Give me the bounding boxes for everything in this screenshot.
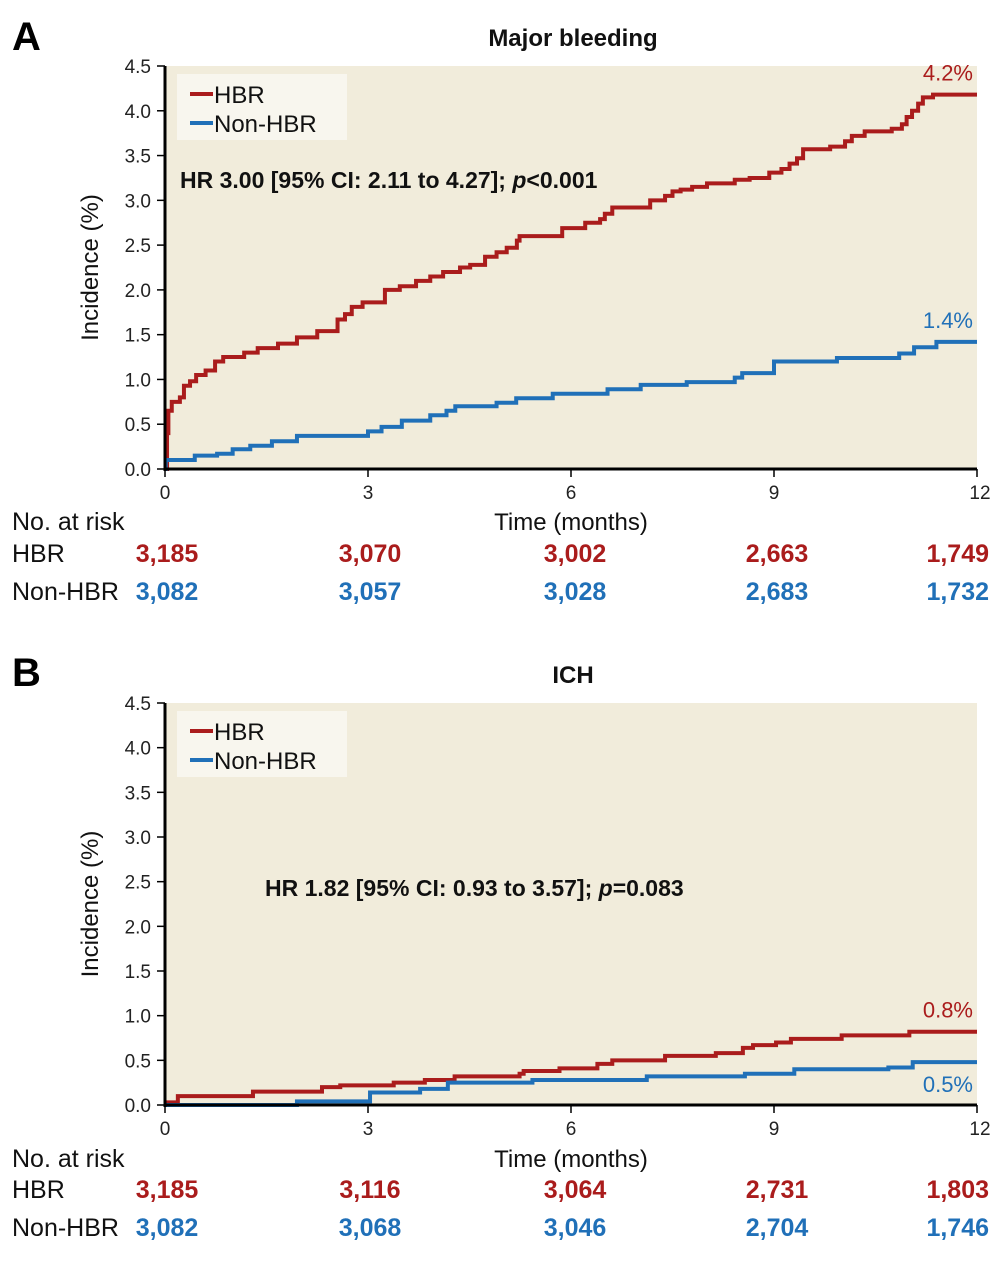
x-tick-label: 0 — [160, 1119, 171, 1140]
risk-count: 1,732 — [926, 578, 989, 606]
y-tick-label: 0.0 — [125, 1096, 151, 1117]
risk-count: 1,803 — [926, 1176, 989, 1204]
y-tick-label: 1.5 — [125, 962, 151, 983]
chart-title: Major bleeding — [488, 25, 657, 52]
end-value-label-non-hbr: 1.4% — [923, 308, 973, 333]
risk-count: 3,082 — [136, 578, 199, 606]
hazard-ratio-annotation: HR 3.00 [95% CI: 2.11 to 4.27]; p<0.001 — [180, 167, 598, 193]
risk-count: 2,683 — [746, 578, 809, 606]
legend-label: HBR — [214, 82, 265, 109]
risk-count: 3,046 — [544, 1214, 607, 1242]
hazard-ratio-annotation: HR 1.82 [95% CI: 0.93 to 3.57]; p=0.083 — [265, 875, 684, 901]
y-tick-label: 0.5 — [125, 415, 151, 436]
x-tick-label: 0 — [160, 483, 171, 504]
y-tick-label: 4.5 — [125, 694, 151, 715]
legend-label: Non-HBR — [214, 748, 317, 775]
end-value-label-non-hbr: 0.5% — [923, 1072, 973, 1097]
y-tick-label: 4.0 — [125, 102, 151, 123]
x-tick-label: 9 — [769, 483, 780, 504]
y-tick-label: 1.5 — [125, 326, 151, 347]
hr-annotation-prefix: HR 3.00 [95% CI: 2.11 to 4.27]; — [180, 167, 512, 193]
risk-table-header: No. at risk — [12, 1145, 125, 1173]
hr-annotation-prefix: HR 1.82 [95% CI: 0.93 to 3.57]; — [265, 875, 599, 901]
x-tick-label: 3 — [363, 1119, 374, 1140]
risk-row-label: HBR — [12, 540, 65, 568]
risk-count: 3,082 — [136, 1214, 199, 1242]
risk-count: 1,746 — [926, 1214, 989, 1242]
curve-non-hbr — [165, 1060, 977, 1107]
p-symbol: p — [511, 167, 526, 193]
y-tick-label: 2.0 — [125, 281, 151, 302]
risk-count: 3,185 — [136, 1176, 199, 1204]
y-tick-label: 3.5 — [125, 147, 151, 168]
risk-count: 3,057 — [339, 578, 402, 606]
risk-count: 3,116 — [339, 1176, 400, 1204]
risk-count: 1,749 — [926, 540, 989, 568]
x-tick-label: 6 — [566, 1119, 577, 1140]
p-value: <0.001 — [526, 167, 597, 193]
y-tick-label: 1.0 — [125, 1007, 151, 1028]
risk-row-label: HBR — [12, 1176, 65, 1204]
y-tick-label: 2.5 — [125, 873, 151, 894]
y-tick-label: 3.0 — [125, 828, 151, 849]
y-tick-label: 2.5 — [125, 236, 151, 257]
curve-non-hbr — [163, 339, 977, 471]
number-at-risk-table: No. at risk HBR 3,185 3,070 3,002 2,663 1,749 N… — [12, 508, 989, 606]
y-tick-label: 4.5 — [125, 57, 151, 78]
panel-letter: B — [12, 651, 41, 695]
risk-count: 2,731 — [746, 1176, 809, 1204]
y-tick-label: 0.0 — [125, 460, 151, 481]
chart-title: ICH — [552, 662, 593, 689]
x-tick-label: 12 — [969, 483, 990, 504]
risk-count: 3,002 — [544, 540, 607, 568]
y-axis-label: Incidence (%) — [77, 194, 104, 341]
risk-count: 3,064 — [544, 1176, 607, 1204]
y-tick-label: 1.0 — [125, 370, 151, 391]
legend-label: Non-HBR — [214, 111, 317, 138]
risk-row-label: Non-HBR — [12, 1214, 119, 1242]
end-value-label-hbr: 4.2% — [923, 61, 973, 86]
number-at-risk-table: No. at risk HBR 3,185 3,116 3,064 2,731 1,803 N… — [12, 1145, 989, 1242]
y-tick-label: 3.0 — [125, 191, 151, 212]
p-symbol: p — [598, 875, 613, 901]
risk-count: 3,185 — [136, 540, 199, 568]
risk-count: 2,704 — [746, 1214, 809, 1242]
y-axis-label: Incidence (%) — [77, 831, 104, 978]
y-tick-label: 0.5 — [125, 1051, 151, 1072]
panel-major-bleeding: A Major bleeding 0.0 0.5 1.0 1.5 2.0 2.5 3.0 3.… — [12, 15, 991, 606]
legend-label: HBR — [214, 719, 265, 746]
y-tick-label: 4.0 — [125, 739, 151, 760]
panel-ich: B ICH 0.0 0.5 1.0 1.5 2.0 2.5 3.0 3.5 4.0 4.5 0 3 6 9… — [12, 651, 991, 1242]
curve-hbr — [165, 1029, 977, 1105]
risk-row-label: Non-HBR — [12, 578, 119, 606]
risk-count: 3,028 — [544, 578, 607, 606]
panel-letter: A — [12, 15, 41, 59]
y-tick-label: 3.5 — [125, 783, 151, 804]
risk-count: 3,070 — [339, 540, 402, 568]
x-tick-label: 9 — [769, 1119, 780, 1140]
risk-count: 3,068 — [339, 1214, 402, 1242]
x-axis-label: Time (months) — [494, 509, 648, 536]
x-tick-label: 3 — [363, 483, 374, 504]
risk-table-header: No. at risk — [12, 508, 125, 536]
x-tick-label: 12 — [969, 1119, 990, 1140]
legend-box — [177, 711, 347, 777]
legend-box — [177, 74, 347, 140]
y-tick-label: 2.0 — [125, 917, 151, 938]
risk-count: 2,663 — [746, 540, 809, 568]
x-axis-label: Time (months) — [494, 1146, 648, 1173]
x-tick-label: 6 — [566, 483, 577, 504]
p-value: =0.083 — [613, 875, 684, 901]
end-value-label-hbr: 0.8% — [923, 998, 973, 1023]
curve-hbr — [165, 92, 977, 471]
